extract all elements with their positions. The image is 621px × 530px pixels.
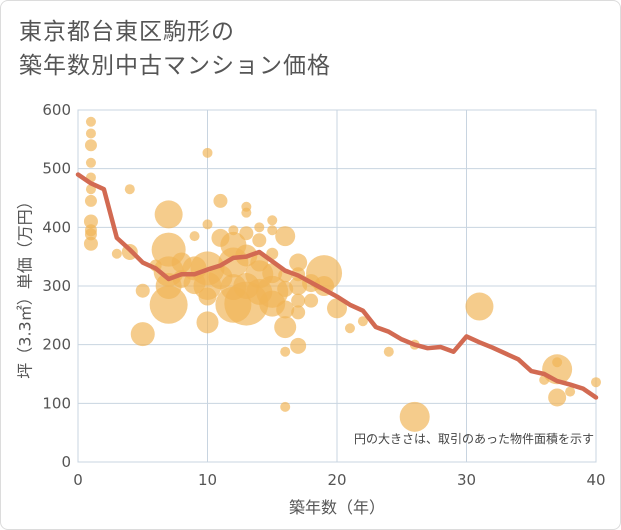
transaction-bubble — [344, 323, 355, 334]
x-tick-label: 10 — [198, 471, 217, 489]
transaction-bubble — [591, 377, 601, 388]
plot-border — [77, 109, 597, 463]
chart-title: 東京都台東区駒形の 築年数別中古マンション価格 — [19, 15, 331, 83]
transaction-bubble — [213, 193, 228, 208]
transaction-bubble — [565, 386, 576, 397]
y-tick-label: 500 — [42, 160, 71, 178]
transaction-bubble — [241, 207, 252, 218]
transaction-bubble — [291, 293, 306, 308]
transaction-bubble — [83, 214, 98, 229]
x-tick-label: 20 — [327, 471, 346, 489]
transaction-bubble — [327, 298, 347, 319]
transaction-bubble — [149, 285, 188, 324]
transaction-bubble — [280, 401, 291, 412]
transaction-bubble — [274, 316, 297, 339]
transaction-bubble — [289, 253, 308, 272]
transaction-bubble — [84, 194, 97, 207]
transaction-bubble — [135, 283, 150, 298]
transaction-bubble — [198, 287, 217, 306]
transaction-bubble — [465, 292, 494, 321]
transaction-bubble — [202, 147, 213, 158]
transaction-bubble — [267, 225, 278, 236]
x-tick-label: 30 — [457, 471, 476, 489]
transaction-bubble — [290, 337, 307, 354]
transaction-bubble — [202, 219, 213, 230]
x-axis-label: 築年数（年） — [289, 498, 385, 517]
y-tick-label: 400 — [42, 218, 71, 236]
y-tick-label: 0 — [61, 453, 71, 471]
transaction-bubble — [304, 293, 319, 308]
transaction-bubble — [84, 139, 97, 152]
transaction-bubble — [399, 401, 430, 432]
transaction-bubble — [154, 200, 183, 229]
transaction-bubble — [83, 236, 98, 251]
transaction-bubble — [239, 226, 254, 241]
average-price-line — [75, 172, 599, 400]
x-tick-label: 40 — [586, 471, 605, 489]
transaction-bubble — [84, 228, 97, 241]
transaction-bubble — [291, 305, 306, 320]
transaction-bubble — [267, 215, 278, 226]
y-axis-label: 坪（3.3㎡）単価（万円） — [16, 193, 35, 378]
transaction-bubble — [280, 346, 291, 357]
y-tick-label: 600 — [42, 101, 71, 119]
transaction-bubble — [277, 280, 294, 297]
transaction-bubble — [111, 248, 122, 259]
chart-title-line-1: 東京都台東区駒形の — [19, 19, 235, 45]
transaction-bubble — [85, 157, 96, 168]
y-tick-label: 300 — [42, 277, 71, 295]
transaction-bubble — [85, 116, 96, 127]
transaction-bubble — [85, 128, 96, 139]
y-tick-label: 200 — [42, 336, 71, 354]
transaction-bubble — [548, 388, 567, 407]
y-tick-label: 100 — [42, 394, 71, 412]
tick-labels: 0 100 200 300 400 500 600 0 10 20 30 40 — [42, 101, 605, 489]
chart-annotation: 円の大きさは、取引のあった物件面積を示す — [354, 431, 594, 446]
transaction-bubble — [252, 233, 267, 248]
transaction-bubble — [124, 184, 135, 195]
transaction-bubble — [254, 222, 265, 233]
transaction-bubble — [189, 231, 200, 242]
transaction-bubble — [276, 300, 295, 319]
transaction-bubble — [357, 316, 368, 327]
x-tick-label: 0 — [73, 471, 83, 489]
average-line-layer — [75, 172, 599, 400]
transaction-bubble — [383, 346, 394, 357]
transaction-bubble — [130, 322, 155, 347]
transaction-bubble — [196, 311, 219, 334]
chart-title-line-2: 築年数別中古マンション価格 — [19, 53, 331, 79]
transaction-bubble — [275, 226, 296, 247]
